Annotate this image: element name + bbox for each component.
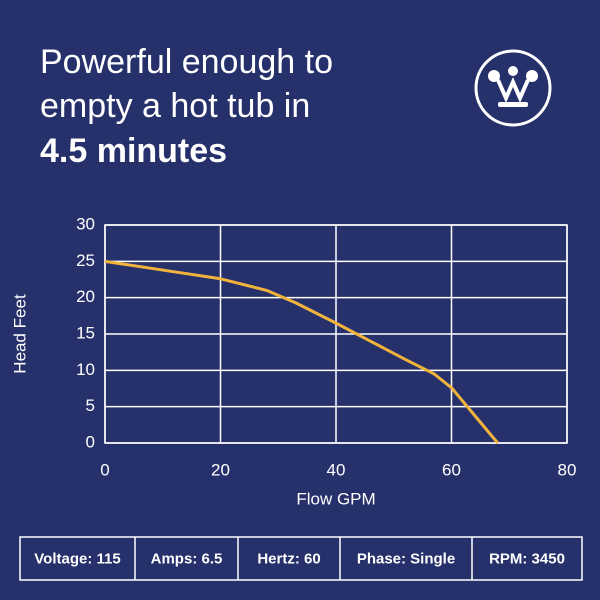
- y-tick-label: 30: [76, 214, 95, 233]
- spec-table: Voltage: 115 Amps: 6.5 Hertz: 60 Phase: Sin…: [19, 536, 583, 581]
- title-line: 4.5 minutes: [40, 132, 227, 170]
- chart: 0 5 10 15 20 25 30 0 20 40 60 80: [76, 214, 576, 479]
- spec-cell: Voltage: 115: [34, 550, 120, 567]
- x-tick-label: 0: [100, 460, 109, 479]
- logo: [474, 49, 552, 127]
- y-tick-label: 10: [76, 360, 95, 379]
- y-tick-label: 20: [76, 287, 95, 306]
- y-tick-label: 0: [86, 432, 95, 451]
- title-line: empty a hot tub in: [40, 87, 310, 125]
- x-tick-label: 80: [558, 460, 577, 479]
- y-tick-label: 5: [86, 396, 95, 415]
- spec-cell: Phase: Single: [357, 550, 455, 567]
- x-tick-label: 40: [327, 460, 346, 479]
- spec-cell: Amps: 6.5: [151, 550, 223, 567]
- x-tick-label: 60: [442, 460, 461, 479]
- spec-border: [19, 536, 583, 581]
- x-tick-label: 20: [211, 460, 230, 479]
- spec-cell: RPM: 3450: [489, 550, 565, 567]
- spec-cell: Hertz: 60: [257, 550, 320, 567]
- y-tick-label: 15: [76, 323, 95, 342]
- data-line: [104, 259, 499, 444]
- y-axis-label: Head Feet: [10, 294, 29, 374]
- y-tick-label: 25: [76, 251, 95, 270]
- x-axis-label: Flow GPM: [296, 489, 375, 508]
- title-line: Powerful enough to: [40, 43, 333, 81]
